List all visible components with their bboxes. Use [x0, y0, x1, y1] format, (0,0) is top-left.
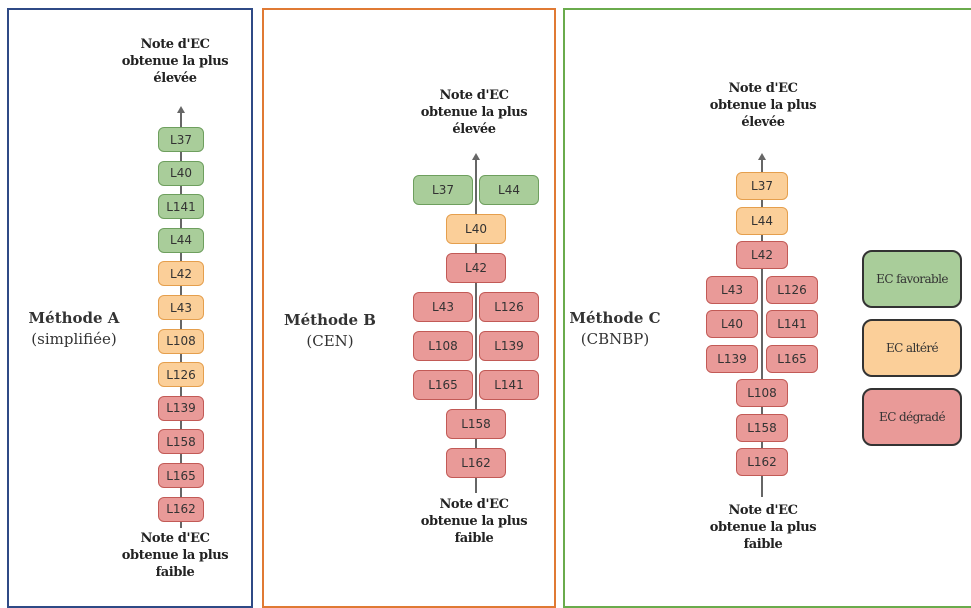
- panel-method-a: Note d'EC obtenue la plus élevée Méthode…: [7, 8, 253, 608]
- site-box-l40: L40: [446, 214, 506, 244]
- site-box-l44: L44: [736, 206, 788, 235]
- bottom-label-a: Note d'EC obtenue la plus faible: [121, 531, 229, 580]
- site-box-l108: L108: [736, 379, 788, 407]
- method-a-name: Méthode A: [28, 309, 120, 327]
- method-c-name: Méthode C: [569, 309, 661, 327]
- bottom-label-c: Note d'EC obtenue la plus faible: [709, 503, 817, 552]
- site-box-l40: L40: [158, 160, 204, 186]
- site-box-l42: L42: [736, 241, 788, 269]
- method-b-name: Méthode B: [284, 311, 376, 329]
- site-box-l141: L141: [766, 310, 818, 338]
- panel-method-c: Note d'EC obtenue la plus élevée Méthode…: [563, 8, 971, 608]
- bottom-label-b: Note d'EC obtenue la plus faible: [420, 497, 528, 546]
- site-box-l139: L139: [479, 331, 539, 361]
- site-box-l162: L162: [446, 448, 506, 478]
- axis-c: [761, 157, 763, 497]
- method-b-title: Méthode B (CEN): [266, 310, 394, 352]
- site-box-l40: L40: [706, 310, 758, 338]
- site-box-l139: L139: [706, 344, 758, 373]
- site-box-l37: L37: [158, 127, 204, 152]
- site-box-l139: L139: [158, 395, 204, 421]
- site-box-l44: L44: [479, 175, 539, 205]
- arrow-up-icon: [758, 153, 766, 160]
- site-box-l37: L37: [736, 172, 788, 200]
- site-box-l158: L158: [446, 409, 506, 439]
- legend-ec-degrade: EC dégradé: [862, 388, 962, 446]
- method-b-subtitle: (CEN): [306, 332, 354, 350]
- site-box-l44: L44: [158, 227, 204, 253]
- site-box-l165: L165: [158, 463, 204, 488]
- arrow-up-icon: [177, 106, 185, 113]
- site-box-l108: L108: [413, 331, 473, 361]
- site-box-l42: L42: [158, 261, 204, 287]
- site-box-l43: L43: [413, 292, 473, 322]
- site-box-l162: L162: [736, 448, 788, 476]
- method-a-title: Méthode A (simplifiée): [9, 308, 139, 350]
- site-box-l141: L141: [479, 370, 539, 400]
- site-box-l162: L162: [158, 496, 204, 522]
- site-box-l43: L43: [706, 275, 758, 304]
- site-box-l126: L126: [479, 292, 539, 322]
- panel-method-b: Note d'EC obtenue la plus élevée Méthode…: [262, 8, 556, 608]
- method-c-title: Méthode C (CBNBP): [567, 308, 663, 350]
- site-box-l42: L42: [446, 253, 506, 283]
- site-box-l43: L43: [158, 295, 204, 320]
- top-label-a: Note d'EC obtenue la plus élevée: [121, 37, 229, 86]
- method-a-subtitle: (simplifiée): [31, 330, 117, 348]
- site-box-l126: L126: [766, 275, 818, 304]
- site-box-l37: L37: [413, 175, 473, 205]
- site-box-l141: L141: [158, 194, 204, 220]
- top-label-c: Note d'EC obtenue la plus élevée: [709, 81, 817, 130]
- site-box-l108: L108: [158, 328, 204, 354]
- site-box-l165: L165: [413, 370, 473, 400]
- method-c-subtitle: (CBNBP): [580, 330, 650, 348]
- axis-b: [475, 157, 477, 493]
- arrow-up-icon: [472, 153, 480, 160]
- site-box-l126: L126: [158, 362, 204, 388]
- legend-ec-favorable: EC favorable: [862, 250, 962, 308]
- legend-ec-altere: EC altéré: [862, 319, 962, 377]
- top-label-b: Note d'EC obtenue la plus élevée: [420, 88, 528, 137]
- site-box-l165: L165: [766, 344, 818, 373]
- site-box-l158: L158: [736, 413, 788, 442]
- site-box-l158: L158: [158, 429, 204, 455]
